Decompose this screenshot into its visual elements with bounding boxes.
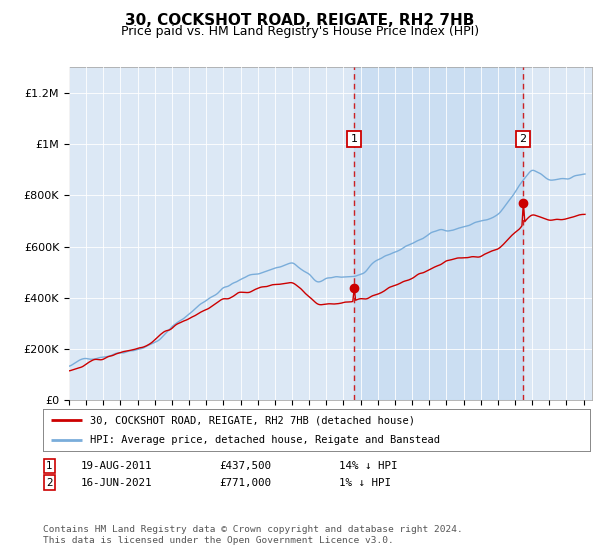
Text: 2: 2	[46, 478, 53, 488]
Text: 16-JUN-2021: 16-JUN-2021	[81, 478, 152, 488]
Text: 19-AUG-2011: 19-AUG-2011	[81, 461, 152, 471]
Text: Price paid vs. HM Land Registry's House Price Index (HPI): Price paid vs. HM Land Registry's House …	[121, 25, 479, 38]
Bar	[354, 67, 523, 400]
Text: 30, COCKSHOT ROAD, REIGATE, RH2 7HB: 30, COCKSHOT ROAD, REIGATE, RH2 7HB	[125, 13, 475, 28]
Text: 1: 1	[350, 134, 358, 144]
Text: £437,500: £437,500	[219, 461, 271, 471]
Text: £771,000: £771,000	[219, 478, 271, 488]
Text: HPI: Average price, detached house, Reigate and Banstead: HPI: Average price, detached house, Reig…	[90, 435, 440, 445]
Text: 1% ↓ HPI: 1% ↓ HPI	[339, 478, 391, 488]
Text: 14% ↓ HPI: 14% ↓ HPI	[339, 461, 397, 471]
Text: 30, COCKSHOT ROAD, REIGATE, RH2 7HB (detached house): 30, COCKSHOT ROAD, REIGATE, RH2 7HB (det…	[90, 415, 415, 425]
Text: Contains HM Land Registry data © Crown copyright and database right 2024.
This d: Contains HM Land Registry data © Crown c…	[43, 525, 463, 545]
Text: 1: 1	[46, 461, 53, 471]
Text: 2: 2	[520, 134, 526, 144]
